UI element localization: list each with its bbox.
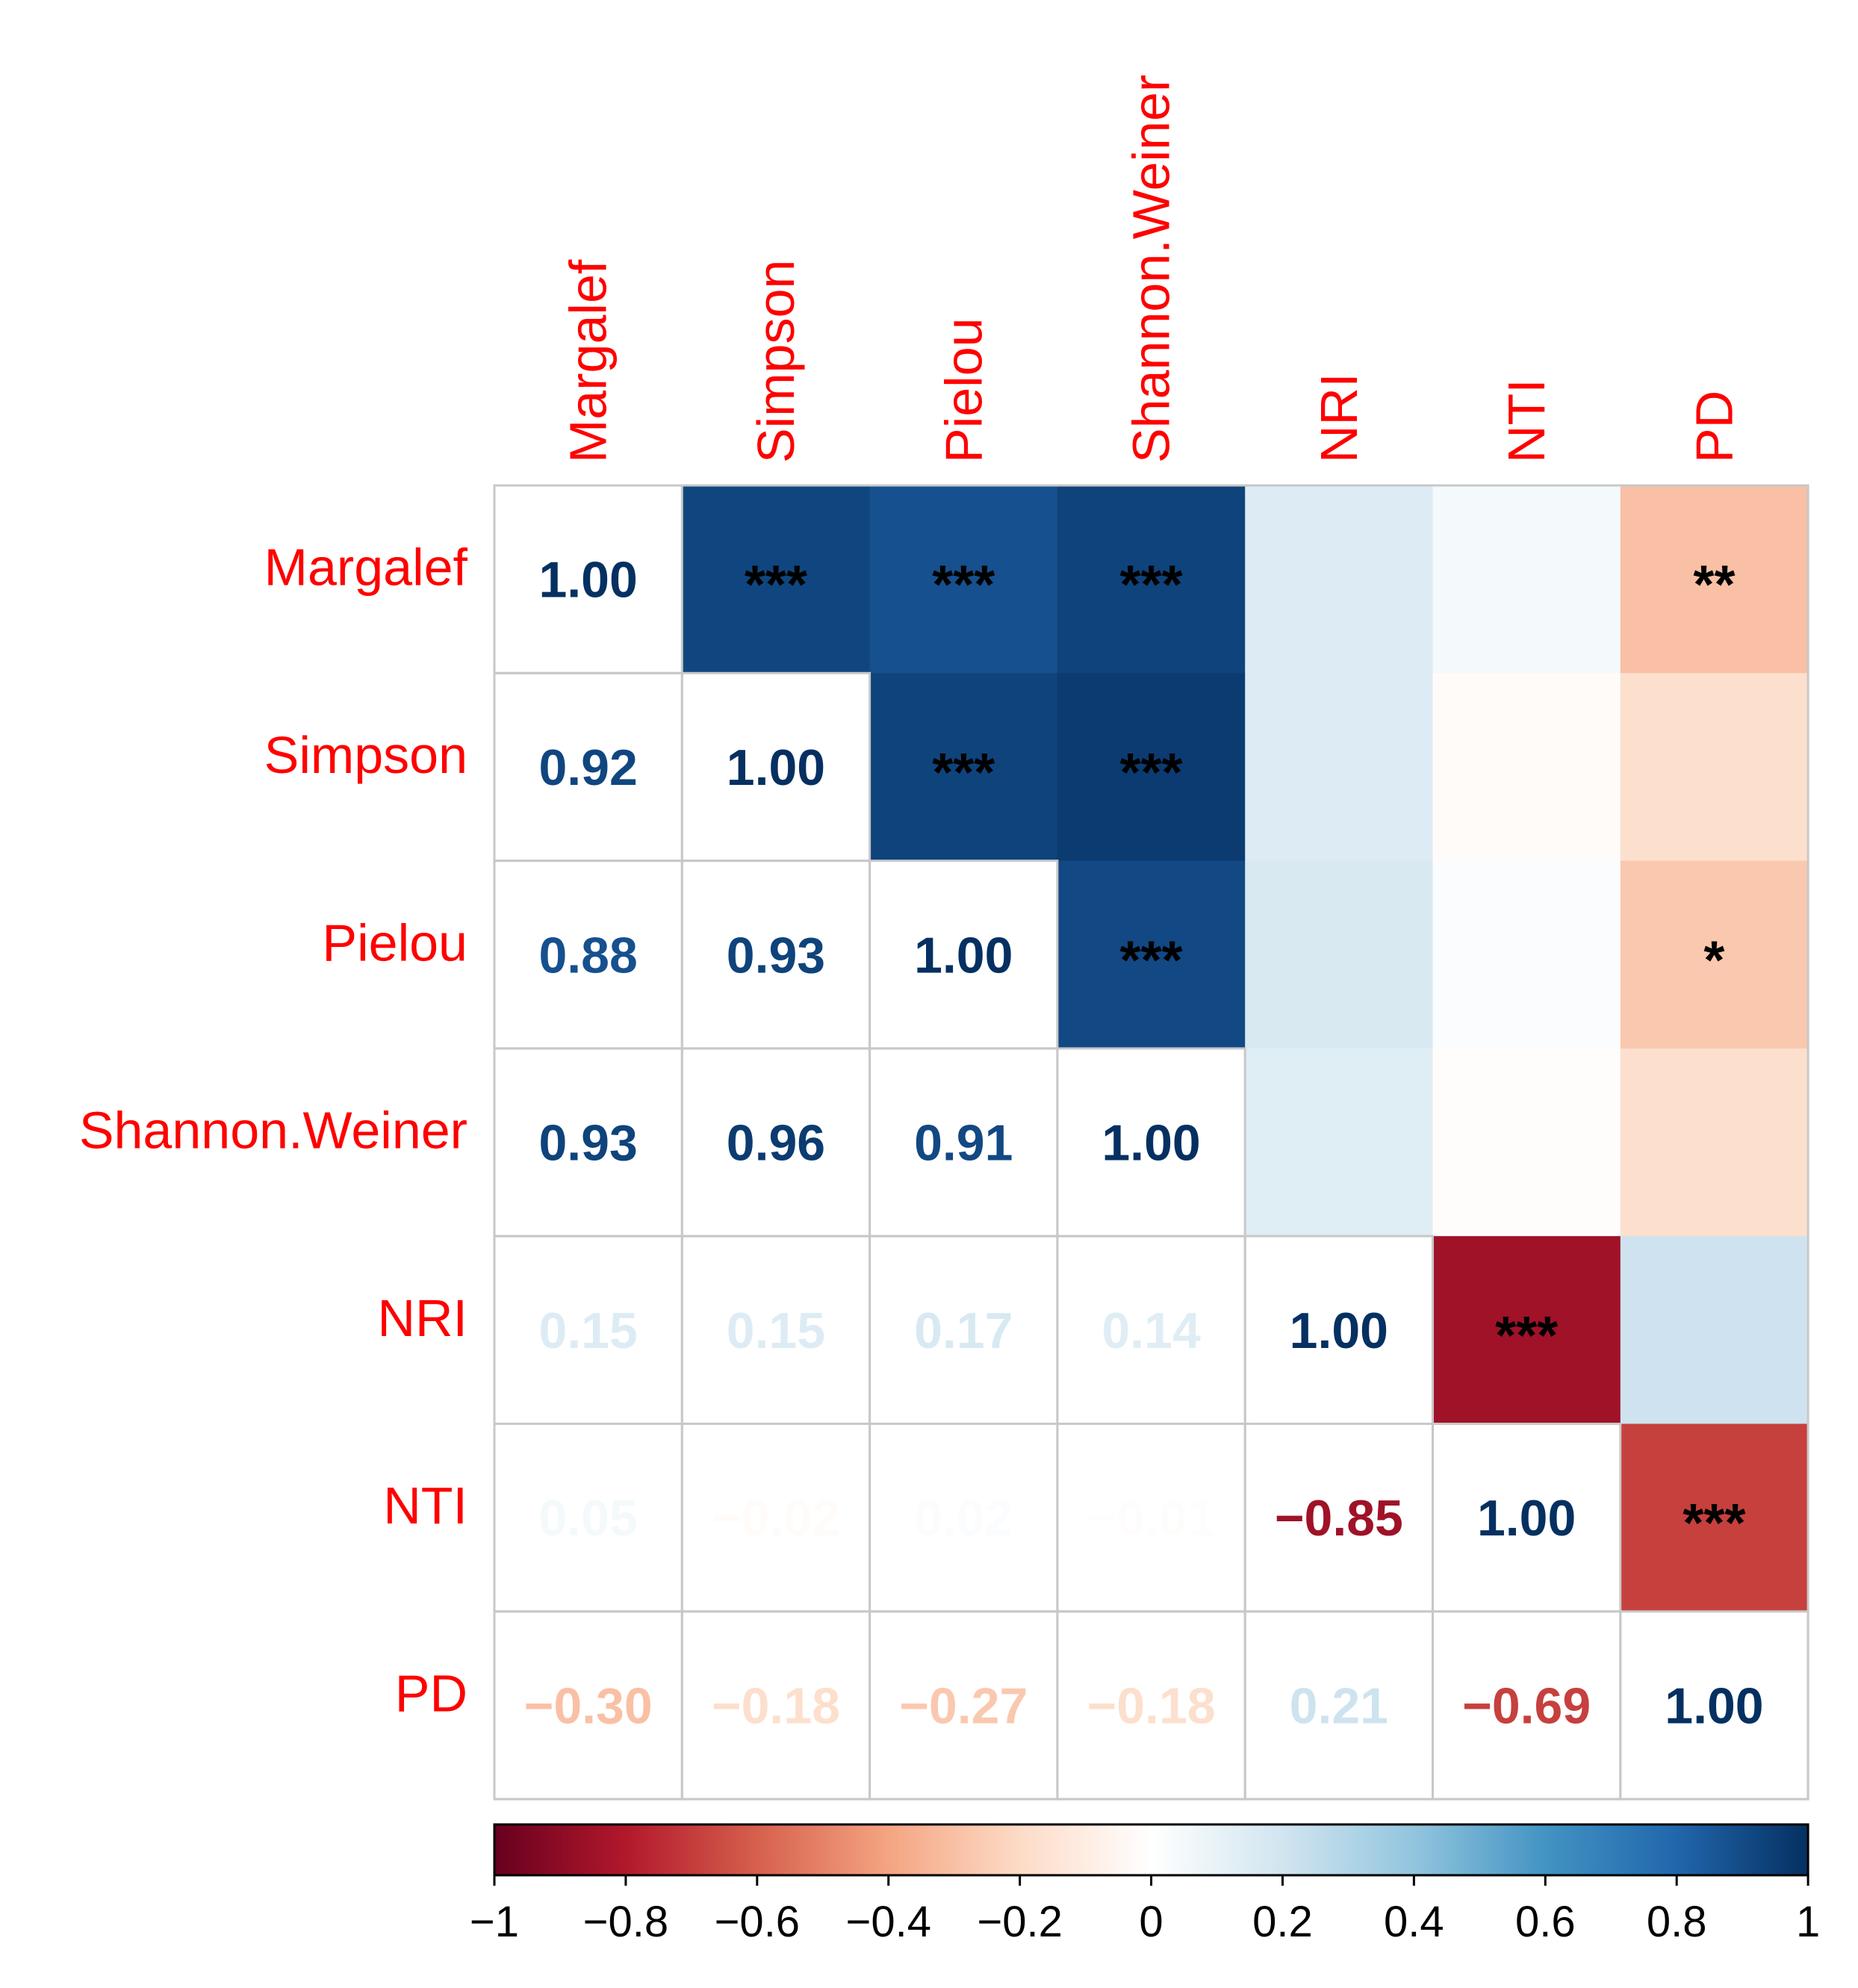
value-NTI-Pielou: 0.02 [914, 1490, 1013, 1547]
significance-Margalef-Simpson: *** [745, 556, 807, 615]
column-label-PD: PD [1685, 391, 1743, 463]
value-NTI-Shannon.Weiner: −0.01 [1087, 1490, 1216, 1547]
cell-Margalef-Shannon.Weiner [1057, 485, 1246, 674]
row-label-NRI: NRI [377, 1289, 467, 1347]
cell-Margalef-NTI [1432, 485, 1621, 674]
column-label-Shannon.Weiner: Shannon.Weiner [1122, 75, 1181, 463]
colorbar: −1 −0.8 −0.6 −0.4 −0.2 0 0.2 0.4 0.6 0.8 1 [470, 1823, 1820, 1946]
cell-Pielou-NTI [1432, 860, 1621, 1049]
value-Simpson-Margalef: 0.92 [538, 739, 637, 796]
row-label-Shannon.Weiner: Shannon.Weiner [79, 1102, 467, 1160]
matrix-border [493, 484, 1809, 1801]
column-label-Pielou: Pielou [934, 317, 992, 463]
significance-Margalef-Pielou: *** [932, 556, 995, 615]
colorbar-tick-label: −0.4 [845, 1898, 931, 1946]
cell-NRI-PD [1620, 1236, 1809, 1425]
value-PD-PD: 1.00 [1665, 1677, 1763, 1734]
value-PD-NRI: 0.21 [1290, 1677, 1388, 1734]
column-label-NTI: NTI [1497, 379, 1556, 463]
cell-Simpson-PD [1620, 673, 1809, 862]
colorbar-tick-label: −0.2 [977, 1898, 1063, 1946]
row-label-Pielou: Pielou [322, 913, 467, 972]
cell-NTI-PD [1620, 1423, 1809, 1612]
value-NRI-Pielou: 0.17 [914, 1302, 1013, 1359]
value-NRI-Margalef: 0.15 [538, 1302, 637, 1359]
significance-Pielou-Shannon.Weiner: *** [1120, 931, 1183, 990]
cell-Margalef-Simpson [682, 485, 871, 674]
colorbar-tick-label: −1 [470, 1898, 519, 1946]
cell-NRI-NTI [1432, 1236, 1621, 1425]
significance-NRI-NTI: *** [1495, 1306, 1558, 1366]
cell-Simpson-NTI [1432, 673, 1621, 862]
colorbar-gradient [493, 1823, 1809, 1877]
cell-Margalef-PD [1620, 485, 1809, 674]
significance-Margalef-PD: ** [1693, 556, 1735, 615]
colorbar-tick-label: 0 [1139, 1898, 1163, 1946]
column-label-NRI: NRI [1310, 373, 1368, 463]
value-NRI-Simpson: 0.15 [727, 1302, 825, 1359]
cell-Pielou-Shannon.Weiner [1057, 860, 1246, 1049]
colorbar-tick-label: 0.4 [1384, 1898, 1444, 1946]
value-Margalef-Margalef: 1.00 [538, 552, 637, 609]
colorbar-tick-label: 0.2 [1252, 1898, 1313, 1946]
value-Simpson-Simpson: 1.00 [727, 739, 825, 796]
colorbar-tick-label: 1 [1796, 1898, 1820, 1946]
value-NRI-NRI: 1.00 [1290, 1302, 1388, 1359]
colorbar-tick-label: −0.6 [715, 1898, 801, 1946]
cell-Simpson-NRI [1245, 673, 1434, 862]
row-label-PD: PD [395, 1664, 467, 1722]
cell-Margalef-Pielou [869, 485, 1058, 674]
value-PD-Margalef: −0.30 [524, 1677, 653, 1734]
cell-Margalef-NRI [1245, 485, 1434, 674]
cell-Pielou-PD [1620, 860, 1809, 1049]
grid-layer [493, 484, 1809, 1801]
colorbar-tick-label: 0.6 [1515, 1898, 1576, 1946]
value-NTI-Margalef: 0.05 [538, 1490, 637, 1547]
colorbar-tick-label: −0.8 [583, 1898, 669, 1946]
colorbar-tick-label: 0.8 [1647, 1898, 1707, 1946]
row-label-NTI: NTI [383, 1476, 467, 1535]
value-PD-NTI: −0.69 [1462, 1677, 1591, 1734]
cell-layer [682, 485, 1809, 1612]
value-Pielou-Simpson: 0.93 [727, 927, 825, 984]
significance-Margalef-Shannon.Weiner: *** [1120, 556, 1183, 615]
value-NTI-Simpson: −0.02 [712, 1490, 840, 1547]
value-Pielou-Margalef: 0.88 [538, 927, 637, 984]
value-Shannon.Weiner-Margalef: 0.93 [538, 1115, 637, 1172]
cell-Shannon.Weiner-PD [1620, 1048, 1809, 1237]
row-label-Margalef: Margalef [264, 538, 468, 597]
value-Shannon.Weiner-Pielou: 0.91 [914, 1115, 1013, 1172]
value-PD-Pielou: −0.27 [899, 1677, 1028, 1734]
cell-Pielou-NRI [1245, 860, 1434, 1049]
significance-Pielou-PD: * [1703, 931, 1724, 990]
cell-Simpson-Pielou [869, 673, 1058, 862]
value-Shannon.Weiner-Shannon.Weiner: 1.00 [1102, 1115, 1200, 1172]
value-NTI-NRI: −0.85 [1275, 1490, 1403, 1547]
column-label-Simpson: Simpson [747, 260, 805, 463]
row-labels: Margalef Simpson Pielou Shannon.Weiner NRI NT… [79, 538, 468, 1723]
column-labels: Margalef Simpson Pielou Shannon.Weiner NRI NT… [559, 75, 1744, 463]
value-Pielou-Pielou: 1.00 [914, 927, 1013, 984]
row-label-Simpson: Simpson [264, 726, 467, 784]
value-NTI-NTI: 1.00 [1477, 1490, 1576, 1547]
cell-text-layer: *** *** *** ***** ****** *******1.000.92 1.000… [524, 552, 1764, 1735]
significance-NTI-PD: *** [1683, 1494, 1745, 1553]
value-NRI-Shannon.Weiner: 0.14 [1102, 1302, 1201, 1359]
significance-Simpson-Shannon.Weiner: *** [1120, 743, 1183, 803]
column-label-Margalef: Margalef [559, 259, 618, 463]
value-PD-Shannon.Weiner: −0.18 [1087, 1677, 1216, 1734]
value-PD-Simpson: −0.18 [712, 1677, 840, 1734]
cell-Shannon.Weiner-NRI [1245, 1048, 1434, 1237]
cell-Simpson-Shannon.Weiner [1057, 673, 1246, 862]
cell-Shannon.Weiner-NTI [1432, 1048, 1621, 1237]
value-Shannon.Weiner-Simpson: 0.96 [727, 1115, 825, 1172]
significance-Simpson-Pielou: *** [932, 743, 995, 803]
